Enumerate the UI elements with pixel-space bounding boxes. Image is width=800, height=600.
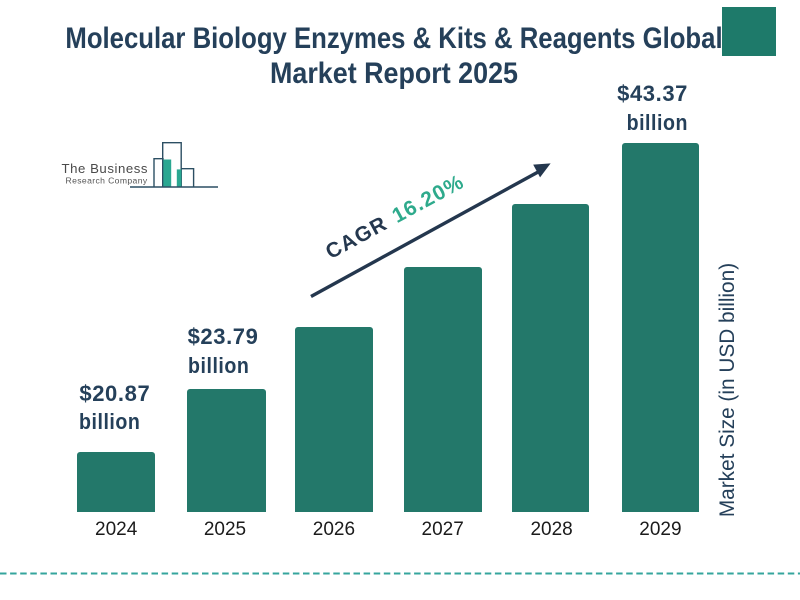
svg-text:Research Company: Research Company	[66, 176, 148, 186]
svg-text:The Business: The Business	[62, 161, 149, 176]
